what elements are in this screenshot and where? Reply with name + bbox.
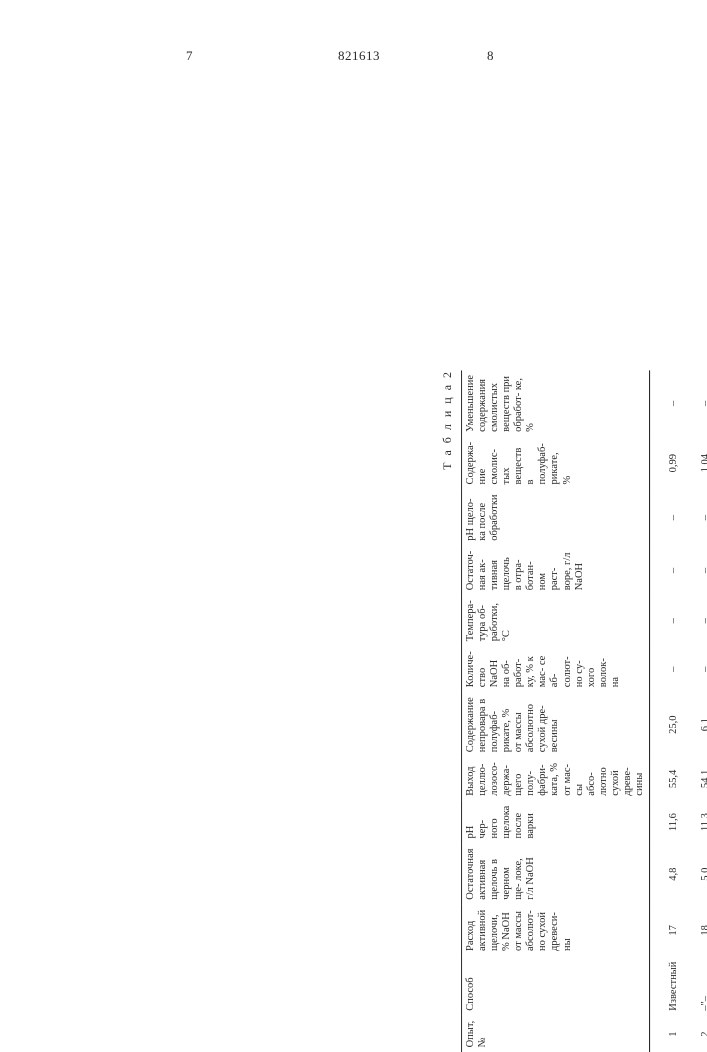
- cell: –: [690, 546, 707, 596]
- cell: 5,0: [690, 844, 707, 905]
- cell: –: [690, 370, 707, 437]
- cell: 2: [690, 1016, 707, 1052]
- hdr-c06: Выход целлю- лозосо- держа- щего полу- ф…: [462, 757, 650, 800]
- hdr-c03: Расход активной щелочи, % NaOH от массы …: [462, 905, 650, 956]
- cell: 11,3: [690, 801, 707, 844]
- table-2-container: Т а б л и ц а 2 Опыт, № Способ Расход ак…: [440, 370, 707, 1052]
- hdr-c05: pH чер- ного щелока после варки: [462, 801, 650, 844]
- cell: 25,0: [649, 692, 690, 757]
- hdr-c11: pH щело- ка после обработки: [462, 489, 650, 545]
- cell: 1,04: [690, 437, 707, 490]
- table-row: 1Известный174,811,655,425,0––––0,99–: [649, 370, 690, 1052]
- hdr-c07: Содержание непровара в полуфаб- рикате, …: [462, 692, 650, 757]
- cell: –: [649, 370, 690, 437]
- cell: 4,8: [649, 844, 690, 905]
- cell: –: [649, 646, 690, 692]
- cell: 6,1: [690, 692, 707, 757]
- hdr-c13: Уменьшение содержания смолистых веществ …: [462, 370, 650, 437]
- cell: 0,99: [649, 437, 690, 490]
- cell: Известный: [649, 956, 690, 1016]
- cell: 55,4: [649, 757, 690, 800]
- table-2: Опыт, № Способ Расход активной щелочи, %…: [461, 370, 707, 1052]
- table-row: 2–"–185,011,354,16,1––––1,04–: [690, 370, 707, 1052]
- cell: –: [690, 595, 707, 646]
- page-number-right: 8: [487, 48, 494, 64]
- table-caption: Т а б л и ц а 2: [440, 370, 461, 1052]
- cell: –: [649, 489, 690, 545]
- cell: –: [690, 489, 707, 545]
- page-number-left: 7: [186, 48, 193, 64]
- hdr-c12: Содержа- ние смолис- тых веществ в полуф…: [462, 437, 650, 490]
- cell: 18: [690, 905, 707, 956]
- cell: –"–: [690, 956, 707, 1016]
- header-row: Опыт, № Способ Расход активной щелочи, %…: [462, 370, 650, 1052]
- cell: –: [649, 546, 690, 596]
- cell: 54,1: [690, 757, 707, 800]
- hdr-c10: Остаточ- ная ак- тивная щелочь в отра- б…: [462, 546, 650, 596]
- cell: 17: [649, 905, 690, 956]
- hdr-c08: Количе- ство NaOH на об- работ- ку, % к …: [462, 646, 650, 692]
- hdr-c04: Остаточная активная щелочь в черном ще- …: [462, 844, 650, 905]
- hdr-c01: Опыт, №: [462, 1016, 650, 1052]
- cell: –: [690, 646, 707, 692]
- document-number: 821613: [338, 48, 380, 64]
- cell: 1: [649, 1016, 690, 1052]
- cell: –: [649, 595, 690, 646]
- table-body: 1Известный174,811,655,425,0––––0,99–2–"–…: [649, 370, 707, 1052]
- hdr-c09: Темпера- тура об- работки, °С: [462, 595, 650, 646]
- hdr-c02: Способ: [462, 956, 650, 1016]
- cell: 11,6: [649, 801, 690, 844]
